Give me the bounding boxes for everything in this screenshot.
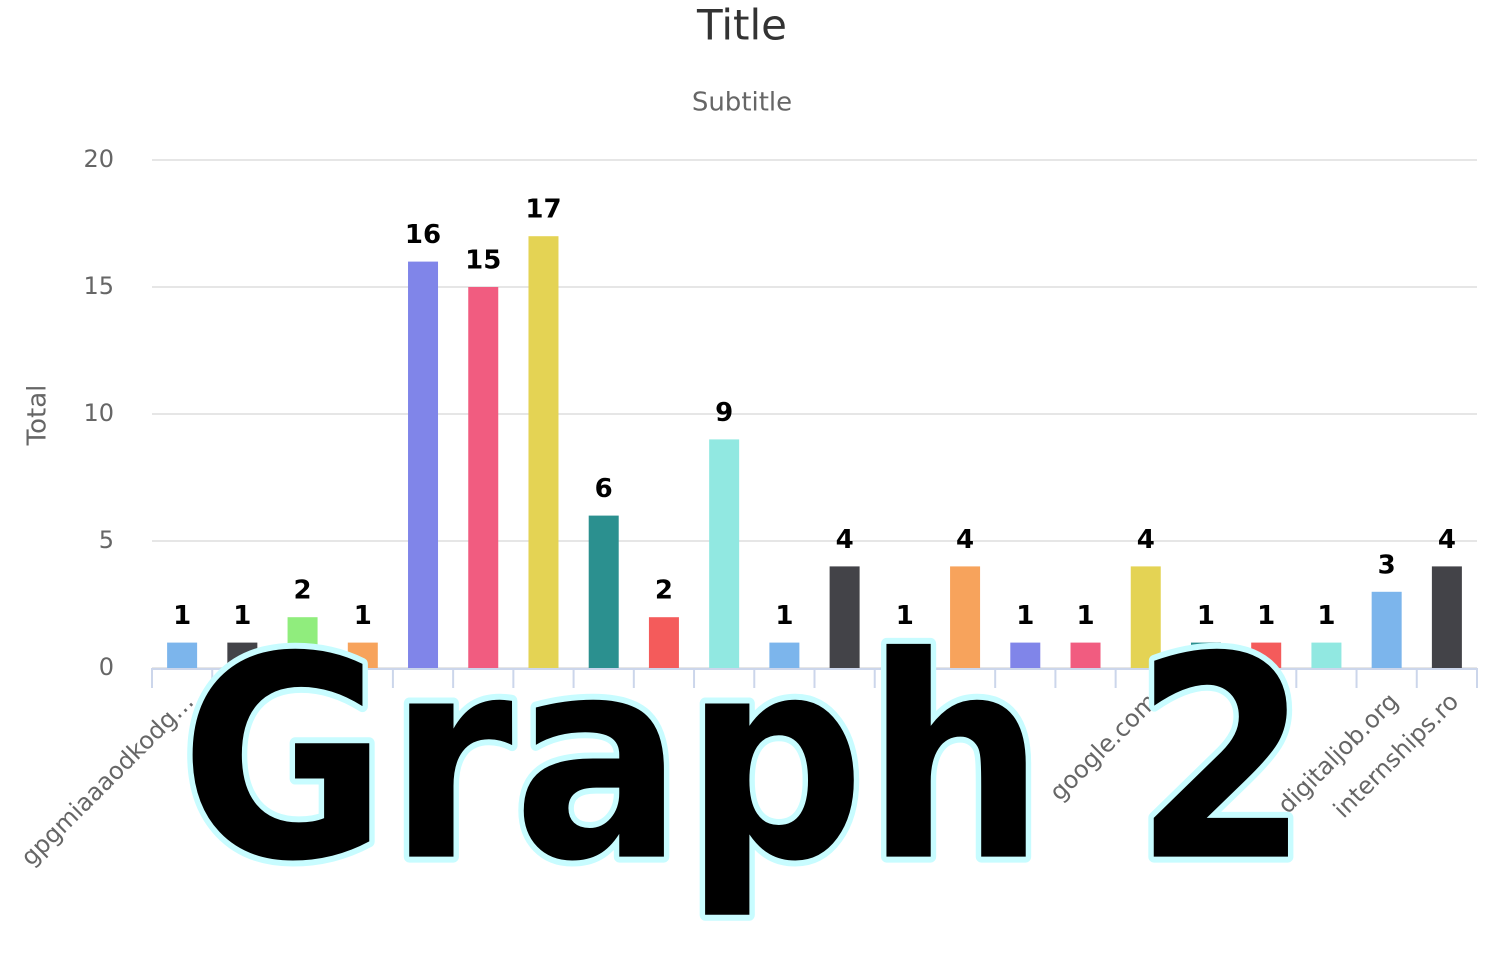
y-tick-label: 10 bbox=[83, 399, 114, 427]
y-tick-label: 15 bbox=[83, 272, 114, 300]
data-label: 1 bbox=[1257, 601, 1275, 631]
data-label: 1 bbox=[896, 601, 914, 631]
bar bbox=[829, 566, 860, 668]
data-label: 4 bbox=[1438, 525, 1456, 555]
data-label: 9 bbox=[715, 398, 733, 428]
chart-title: Title bbox=[696, 1, 787, 50]
y-axis-label: Total bbox=[23, 385, 53, 447]
data-label: 6 bbox=[595, 474, 613, 504]
overlay-text: Graph 2 bbox=[180, 598, 1310, 924]
bar bbox=[709, 439, 740, 668]
y-tick-label: 0 bbox=[99, 653, 114, 681]
bar bbox=[1130, 566, 1161, 668]
data-label: 1 bbox=[1076, 601, 1094, 631]
data-label: 1 bbox=[173, 601, 191, 631]
data-label: 16 bbox=[405, 220, 441, 250]
bar bbox=[528, 236, 559, 668]
bar bbox=[769, 642, 800, 668]
data-label: 1 bbox=[1197, 601, 1215, 631]
data-label: 1 bbox=[354, 601, 372, 631]
bar bbox=[408, 261, 439, 668]
bar bbox=[1251, 642, 1282, 668]
bar bbox=[648, 617, 679, 668]
bar bbox=[1070, 642, 1101, 668]
data-label: 2 bbox=[294, 576, 312, 606]
data-label: 4 bbox=[836, 525, 854, 555]
bar bbox=[1431, 566, 1462, 668]
y-tick-label: 20 bbox=[83, 145, 114, 173]
bar bbox=[167, 642, 198, 668]
bar bbox=[1190, 642, 1221, 668]
bar bbox=[889, 642, 920, 668]
data-label: 17 bbox=[525, 195, 561, 225]
data-label: 15 bbox=[465, 246, 501, 276]
y-tick-label: 5 bbox=[99, 526, 114, 554]
data-label: 4 bbox=[1137, 525, 1155, 555]
data-label: 1 bbox=[1317, 601, 1335, 631]
bar bbox=[1010, 642, 1041, 668]
bar bbox=[347, 642, 378, 668]
data-label: 2 bbox=[655, 576, 673, 606]
bar bbox=[588, 515, 619, 668]
chart-subtitle: Subtitle bbox=[692, 88, 792, 118]
bar bbox=[950, 566, 981, 668]
data-label: 1 bbox=[1016, 601, 1034, 631]
data-label: 1 bbox=[233, 601, 251, 631]
bar bbox=[227, 642, 258, 668]
data-label: 3 bbox=[1378, 550, 1396, 580]
data-label: 1 bbox=[775, 601, 793, 631]
x-tick-label: gpgmiaaaodkodg… bbox=[15, 687, 199, 871]
bar bbox=[1311, 642, 1342, 668]
bar bbox=[287, 617, 318, 668]
bar bbox=[468, 287, 499, 668]
bar bbox=[1371, 591, 1402, 668]
data-label: 4 bbox=[956, 525, 974, 555]
